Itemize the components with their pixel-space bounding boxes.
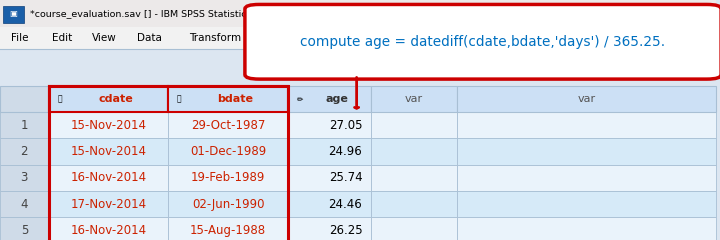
FancyBboxPatch shape — [457, 165, 716, 191]
FancyBboxPatch shape — [245, 5, 720, 79]
Text: age: age — [325, 94, 348, 104]
Text: Data: Data — [138, 33, 163, 43]
FancyBboxPatch shape — [457, 112, 716, 138]
Text: 02-Jun-1990: 02-Jun-1990 — [192, 198, 264, 210]
FancyBboxPatch shape — [168, 217, 288, 240]
Text: 15-Aug-1988: 15-Aug-1988 — [190, 224, 266, 237]
Text: var: var — [577, 94, 595, 104]
FancyBboxPatch shape — [288, 217, 371, 240]
FancyBboxPatch shape — [371, 165, 457, 191]
Text: 17-Nov-2014: 17-Nov-2014 — [71, 198, 147, 210]
FancyBboxPatch shape — [457, 138, 716, 165]
FancyBboxPatch shape — [371, 191, 457, 217]
FancyBboxPatch shape — [168, 138, 288, 165]
Text: 27.05: 27.05 — [329, 119, 362, 132]
Text: 16-Nov-2014: 16-Nov-2014 — [71, 171, 147, 184]
FancyBboxPatch shape — [0, 112, 49, 138]
FancyBboxPatch shape — [371, 112, 457, 138]
FancyBboxPatch shape — [288, 138, 371, 165]
FancyBboxPatch shape — [168, 112, 288, 138]
FancyBboxPatch shape — [0, 27, 716, 49]
Text: 5: 5 — [21, 224, 28, 237]
Text: 4: 4 — [21, 198, 28, 210]
Text: 24.46: 24.46 — [328, 198, 362, 210]
FancyBboxPatch shape — [49, 112, 168, 138]
FancyBboxPatch shape — [457, 191, 716, 217]
FancyBboxPatch shape — [288, 112, 371, 138]
Text: 🗓: 🗓 — [58, 94, 62, 103]
Text: var: var — [405, 94, 423, 104]
FancyBboxPatch shape — [288, 165, 371, 191]
FancyBboxPatch shape — [371, 138, 457, 165]
FancyBboxPatch shape — [288, 191, 371, 217]
FancyBboxPatch shape — [3, 6, 24, 23]
FancyBboxPatch shape — [0, 138, 49, 165]
Text: *course_evaluation.sav [] - IBM SPSS Statistics Data Editor: *course_evaluation.sav [] - IBM SPSS Sta… — [30, 9, 308, 18]
Text: 16-Nov-2014: 16-Nov-2014 — [71, 224, 147, 237]
FancyBboxPatch shape — [0, 86, 49, 112]
FancyBboxPatch shape — [168, 86, 288, 112]
Text: compute age = datediff(cdate,bdate,'days') / 365.25.: compute age = datediff(cdate,bdate,'days… — [300, 35, 665, 49]
Text: 25.74: 25.74 — [329, 171, 362, 184]
FancyBboxPatch shape — [49, 191, 168, 217]
Text: bdate: bdate — [217, 94, 253, 104]
Text: 29-Oct-1987: 29-Oct-1987 — [191, 119, 265, 132]
FancyBboxPatch shape — [49, 86, 168, 112]
Text: Transform: Transform — [189, 33, 241, 43]
FancyBboxPatch shape — [371, 86, 457, 112]
Text: 26.25: 26.25 — [329, 224, 362, 237]
FancyBboxPatch shape — [168, 165, 288, 191]
FancyBboxPatch shape — [49, 217, 168, 240]
FancyBboxPatch shape — [0, 165, 49, 191]
Text: ▣: ▣ — [9, 9, 17, 18]
Text: 15-Nov-2014: 15-Nov-2014 — [71, 119, 146, 132]
FancyBboxPatch shape — [168, 191, 288, 217]
FancyBboxPatch shape — [0, 217, 49, 240]
FancyBboxPatch shape — [49, 165, 168, 191]
Text: cdate: cdate — [98, 94, 133, 104]
FancyBboxPatch shape — [288, 86, 371, 112]
Text: File: File — [12, 33, 29, 43]
FancyBboxPatch shape — [0, 191, 49, 217]
Text: 1: 1 — [21, 119, 28, 132]
Text: 24.96: 24.96 — [328, 145, 362, 158]
Text: Edit: Edit — [52, 33, 72, 43]
Text: View: View — [91, 33, 117, 43]
Text: 🗓: 🗓 — [177, 94, 181, 103]
FancyBboxPatch shape — [457, 217, 716, 240]
Text: 3: 3 — [21, 171, 28, 184]
FancyBboxPatch shape — [457, 86, 716, 112]
FancyBboxPatch shape — [0, 0, 716, 27]
FancyBboxPatch shape — [49, 138, 168, 165]
Text: 15-Nov-2014: 15-Nov-2014 — [71, 145, 146, 158]
Text: 01-Dec-1989: 01-Dec-1989 — [190, 145, 266, 158]
Text: 19-Feb-1989: 19-Feb-1989 — [191, 171, 265, 184]
FancyBboxPatch shape — [371, 217, 457, 240]
Text: ✏: ✏ — [297, 94, 303, 103]
Text: 2: 2 — [21, 145, 28, 158]
